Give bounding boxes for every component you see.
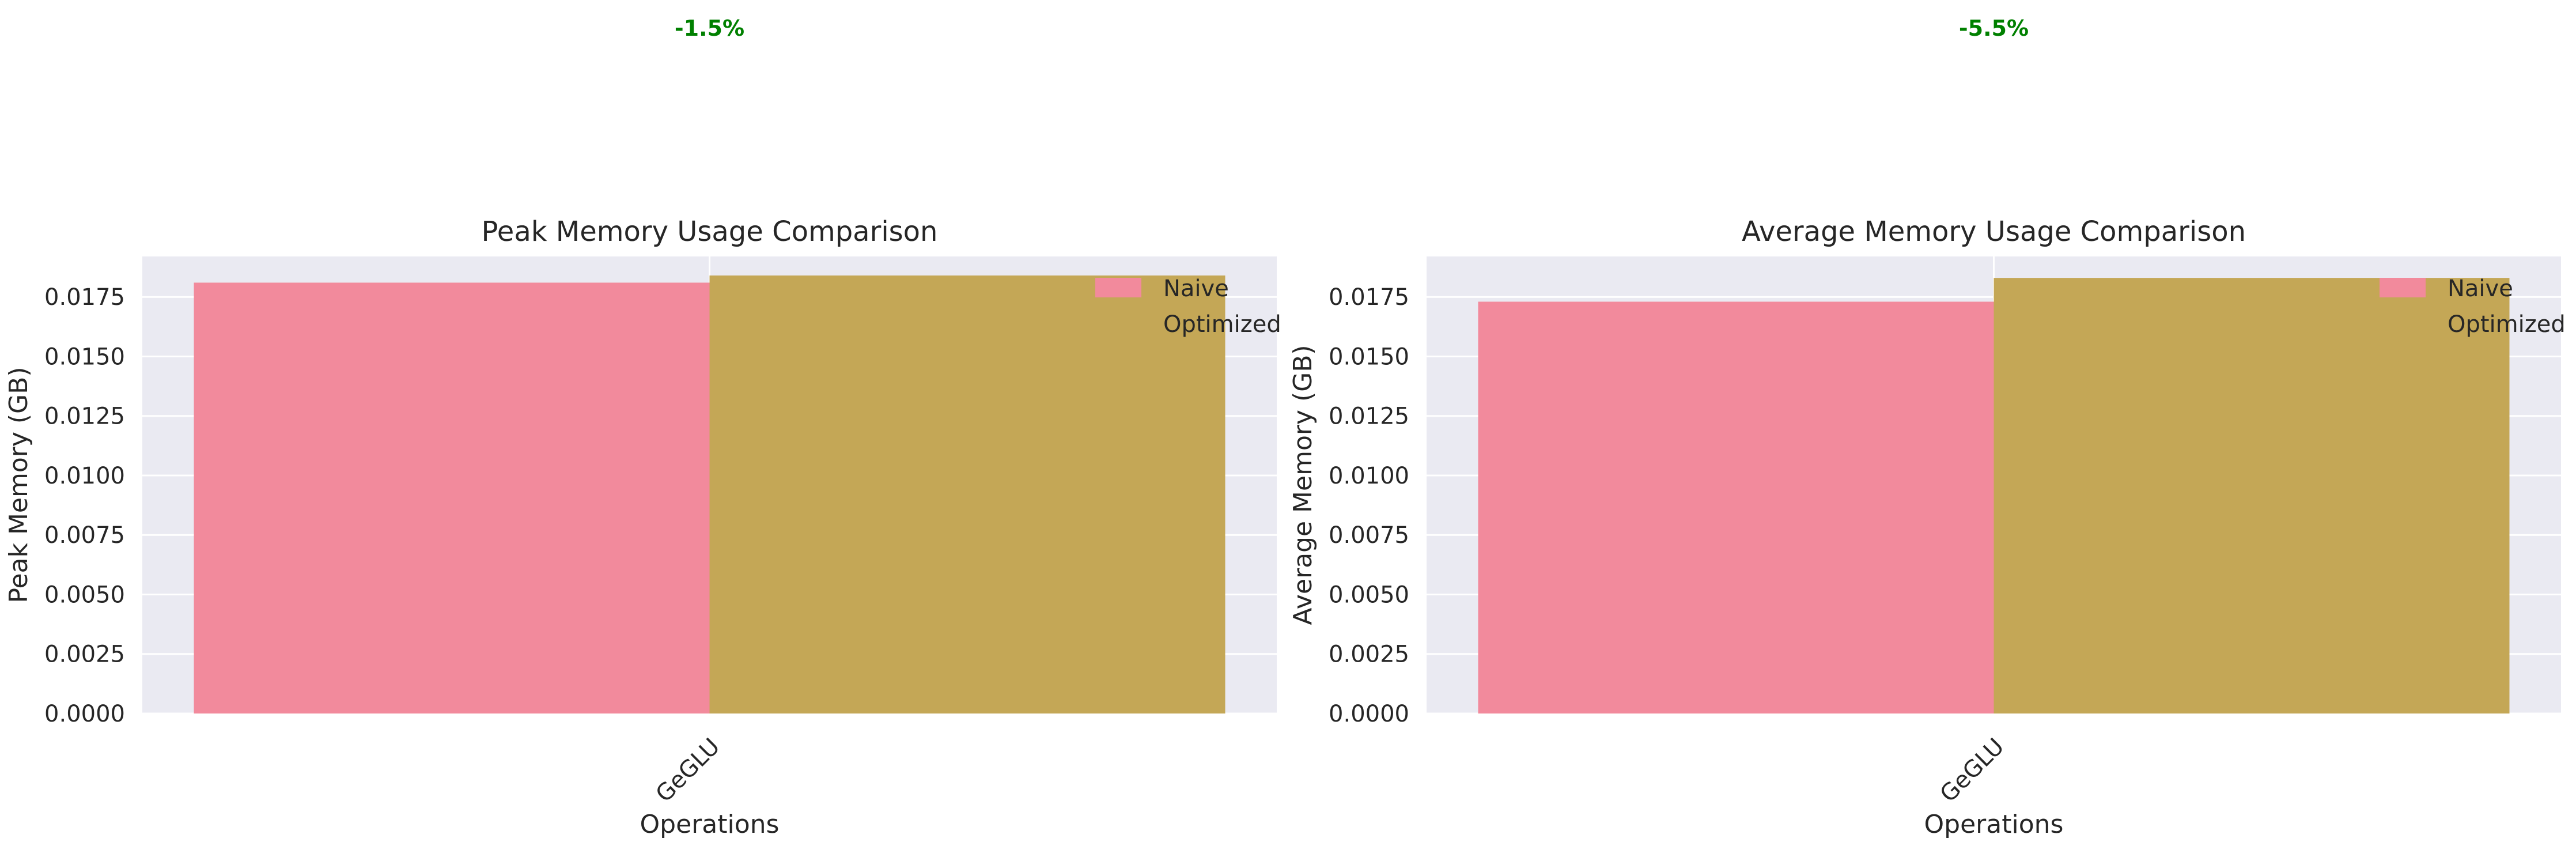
percent-change-annotation: -1.5% bbox=[675, 16, 744, 41]
legend-label-naive: Naive bbox=[2448, 275, 2513, 302]
y-tick-label: 0.0100 bbox=[44, 463, 125, 489]
y-tick-label: 0.0150 bbox=[1329, 343, 1409, 370]
x-tick-label: GeGLU bbox=[651, 733, 725, 807]
y-tick-label: 0.0000 bbox=[1329, 701, 1409, 727]
y-tick-label: 0.0125 bbox=[1329, 403, 1409, 430]
chart-title: Peak Memory Usage Comparison bbox=[482, 216, 938, 248]
chart-title: Average Memory Usage Comparison bbox=[1742, 216, 2246, 248]
y-tick-label: 0.0150 bbox=[44, 343, 125, 370]
y-tick-label: 0.0100 bbox=[1329, 463, 1409, 489]
legend-swatch-optimized bbox=[1095, 314, 1141, 333]
bar-naive-geglu bbox=[1478, 301, 1994, 713]
legend-label-naive: Naive bbox=[1163, 275, 1229, 302]
x-axis-label: Operations bbox=[640, 810, 780, 839]
bar-optimized-geglu bbox=[709, 275, 1225, 714]
y-tick-label: 0.0125 bbox=[44, 403, 125, 430]
y-axis-label: Average Memory (GB) bbox=[1288, 345, 1318, 625]
legend-swatch-optimized bbox=[2380, 314, 2426, 333]
legend-label-optimized: Optimized bbox=[2448, 311, 2566, 338]
y-tick-label: 0.0000 bbox=[44, 701, 125, 727]
legend-label-optimized: Optimized bbox=[1163, 311, 1281, 338]
x-axis-label: Operations bbox=[1924, 810, 2064, 839]
bar-optimized-geglu bbox=[1994, 278, 2510, 713]
y-tick-label: 0.0175 bbox=[44, 284, 125, 311]
legend-swatch-naive bbox=[1095, 278, 1141, 297]
y-tick-label: 0.0050 bbox=[44, 582, 125, 608]
y-tick-label: 0.0025 bbox=[1329, 641, 1409, 668]
x-tick-label: GeGLU bbox=[1935, 733, 2010, 807]
y-tick-label: 0.0025 bbox=[44, 641, 125, 668]
y-tick-label: 0.0075 bbox=[1329, 522, 1409, 549]
percent-change-annotation: -5.5% bbox=[1959, 16, 2029, 41]
bar-naive-geglu bbox=[194, 282, 710, 714]
y-axis-label: Peak Memory (GB) bbox=[4, 367, 33, 603]
y-tick-label: 0.0050 bbox=[1329, 582, 1409, 608]
legend-swatch-naive bbox=[2380, 278, 2426, 297]
y-tick-label: 0.0075 bbox=[44, 522, 125, 549]
y-tick-label: 0.0175 bbox=[1329, 284, 1409, 311]
